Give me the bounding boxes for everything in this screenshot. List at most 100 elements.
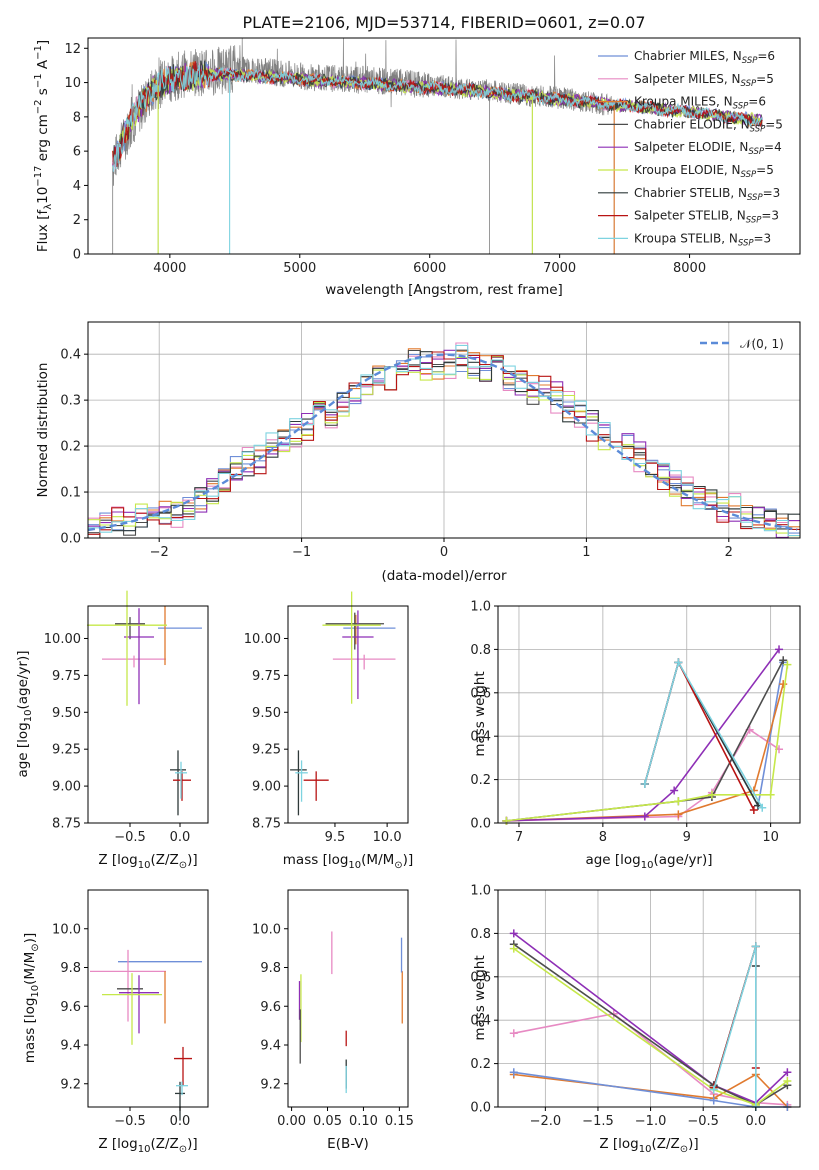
weight-line-kroupa-stelib xyxy=(712,946,757,1107)
y-tick-label: 4 xyxy=(73,179,81,194)
data-spectrum-line xyxy=(112,38,612,186)
legend-sub: SSP xyxy=(746,216,762,226)
weight-line-chabrier-elodie xyxy=(513,943,788,1106)
mass-ebv-xlabel: E(B-V) xyxy=(327,1136,369,1152)
axis-label-part: 10 xyxy=(35,187,51,204)
y-tick-label: 9.2 xyxy=(260,1077,281,1092)
weight-vs-Z-axes xyxy=(498,889,800,1108)
legend-value: =5 xyxy=(765,117,783,131)
weight-z-xlabel: Z [log10(Z/Z⊙)] xyxy=(599,1136,698,1155)
histogram-step-kroupa-stelib xyxy=(88,344,800,537)
legend-value: =4 xyxy=(764,140,782,154)
weight-vs-age-frame: 7 8 9 10 0.0 0.2 0.4 0.6 0.8 1.0 xyxy=(470,600,801,845)
legend-entry-chabrier-elodie: Chabrier ELODIE, NSSP=5 xyxy=(634,117,783,134)
weight-line-salpeter-elodie xyxy=(513,932,788,1104)
axis-label-part: Z [log xyxy=(98,852,137,868)
weight-marker-salpeter-miles xyxy=(509,1029,518,1038)
y-tick-label: 9.50 xyxy=(52,706,81,721)
axis-label-part: (data-model)/error xyxy=(381,568,507,584)
y-tick-label: 9.6 xyxy=(260,1000,281,1015)
figure-title: PLATE=2106, MJD=53714, FIBERID=0601, z=0… xyxy=(242,13,645,32)
model-spectrum-kroupa-stelib xyxy=(112,65,763,172)
weight-marker-kroupa-stelib xyxy=(758,803,767,812)
y-tick-label: 0 xyxy=(73,248,81,263)
weight-marker-kroupa-stelib xyxy=(674,658,683,667)
y-tick-label: 0.0 xyxy=(470,817,491,832)
weight-line-kroupa-elodie xyxy=(513,947,788,1106)
y-tick-label: 0.4 xyxy=(470,1014,491,1029)
legend-label: Salpeter MILES, N xyxy=(634,72,741,86)
y-tick-label: 9.00 xyxy=(252,780,281,795)
axis-label-part: s xyxy=(35,88,51,99)
weight-line-chabrier-elodie xyxy=(506,659,784,822)
y-tick-label: 0.0 xyxy=(470,1101,491,1116)
axis-label-part: ⊙ xyxy=(179,1144,187,1155)
mass-vs-EBV-points xyxy=(298,931,403,1094)
y-tick-label: 9.00 xyxy=(52,780,81,795)
plot-frame xyxy=(87,889,209,1108)
axis-label-part: age [log xyxy=(15,722,31,777)
y-tick-label: 0.2 xyxy=(470,773,491,788)
legend-label: Salpeter ELODIE, N xyxy=(634,140,748,154)
gaussian-legend-label: 𝒩(0, 1) xyxy=(740,337,784,351)
axis-label-part: (M/M xyxy=(22,952,38,985)
legend-sub: SSP xyxy=(742,56,758,66)
y-tick-label: 12 xyxy=(64,42,81,57)
x-tick-label: 2 xyxy=(725,545,733,560)
axis-label-part: Normed distribution xyxy=(35,363,51,498)
weight-marker-kroupa-elodie xyxy=(783,660,792,669)
y-tick-label: 0.2 xyxy=(470,1057,491,1072)
plot-frame xyxy=(497,889,801,1108)
y-tick-label: 6 xyxy=(73,145,81,160)
axis-label-part: 10 xyxy=(30,985,41,998)
y-tick-label: 0.0 xyxy=(60,532,81,547)
y-tick-label: 8 xyxy=(73,110,81,125)
y-tick-label: 9.25 xyxy=(252,743,281,758)
axis-label-part: )] xyxy=(187,852,198,868)
x-tick-label: 0.15 xyxy=(385,1114,414,1129)
plot-frame xyxy=(287,889,409,1108)
axis-label-part: mass weight xyxy=(472,671,488,756)
legend-label: Chabrier ELODIE, N xyxy=(634,117,750,131)
legend-sub: SSP xyxy=(750,124,766,134)
axis-label-part: −1 xyxy=(33,45,44,60)
axis-label-part: mass weight xyxy=(472,955,488,1040)
legend-label: Kroupa ELODIE, N xyxy=(634,163,741,177)
legend-entry-salpeter-miles: Salpeter MILES, NSSP=5 xyxy=(634,72,774,89)
axis-label-part: wavelength [Angstrom, rest frame] xyxy=(325,282,563,298)
y-tick-label: 10.0 xyxy=(52,922,81,937)
y-tick-label: 0.4 xyxy=(60,348,81,363)
axis-label-part: erg cm xyxy=(35,114,51,165)
mass-z-xlabel: Z [log10(Z/Z⊙)] xyxy=(98,1136,197,1155)
axis-label-part: ⊙ xyxy=(179,860,187,871)
axis-label-part: ⊙ xyxy=(30,943,41,951)
axis-label-part: (Z/Z xyxy=(651,1136,679,1152)
legend-entry-kroupa-elodie: Kroupa ELODIE, NSSP=5 xyxy=(634,163,774,180)
mass-vs-EBV-frame: 0.00 0.05 0.10 0.15 9.2 9.4 9.6 9.8 10.0 xyxy=(252,889,414,1129)
x-tick-label: 9 xyxy=(683,830,691,845)
x-tick-label: −0.5 xyxy=(114,1114,146,1129)
axis-label-part: mass [log xyxy=(283,852,349,868)
weight-marker-kroupa-miles xyxy=(779,680,788,689)
plot-frame xyxy=(87,37,801,255)
age-z-ylabel: age [log10(age/yr)] xyxy=(15,650,34,777)
y-tick-label: 0.6 xyxy=(470,686,491,701)
axis-label-part: Z [log xyxy=(599,1136,638,1152)
legend-sub: SSP xyxy=(741,79,757,89)
axis-label-part: E(B-V) xyxy=(327,1136,369,1152)
axis-label-part: (age/yr)] xyxy=(15,650,31,709)
legend-sub: SSP xyxy=(738,238,754,248)
x-tick-label: 0.0 xyxy=(745,1114,766,1129)
weight-marker-kroupa-elodie xyxy=(766,790,775,799)
x-tick-label: 9.5 xyxy=(325,830,346,845)
axis-label-part: (M/M xyxy=(361,852,394,868)
x-tick-label: −2.0 xyxy=(530,1114,562,1129)
x-tick-label: 10.0 xyxy=(373,830,402,845)
axis-label-part: (age/yr)] xyxy=(653,852,712,868)
y-tick-label: 9.8 xyxy=(60,961,81,976)
weight-marker-chabrier-elodie xyxy=(779,656,788,665)
x-tick-label: 1 xyxy=(582,545,590,560)
x-tick-label: 0 xyxy=(440,545,448,560)
spectrum-xlabel: wavelength [Angstrom, rest frame] xyxy=(325,282,563,298)
histogram-ylabel: Normed distribution xyxy=(35,363,51,498)
